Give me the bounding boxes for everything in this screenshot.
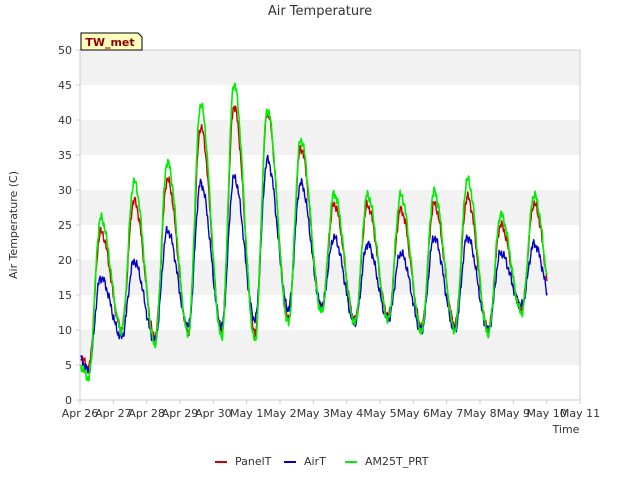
grid-band: [80, 365, 580, 400]
x-tick-label: May 5: [363, 407, 396, 420]
y-tick-label: 0: [65, 394, 72, 407]
grid-band: [80, 120, 580, 155]
x-tick-label: May 4: [330, 407, 363, 420]
site-badge: TW_met: [80, 32, 143, 51]
x-tick-label: Apr 29: [162, 407, 199, 420]
y-tick-label: 40: [58, 114, 72, 127]
grid-band: [80, 85, 580, 120]
chart-title: Air Temperature: [268, 4, 372, 19]
y-tick-label: 30: [58, 184, 72, 197]
site-badge-label: TW_met: [85, 36, 134, 49]
grid-band: [80, 330, 580, 365]
x-tick-label: May 6: [397, 407, 430, 420]
y-tick-label: 15: [58, 289, 72, 302]
legend-label: AM25T_PRT: [365, 455, 429, 468]
legend-label: AirT: [304, 455, 326, 468]
grid-band: [80, 260, 580, 295]
y-axis-label: Air Temperature (C): [7, 171, 20, 279]
y-tick-label: 25: [58, 219, 72, 232]
legend-label: PanelT: [235, 455, 272, 468]
y-tick-label: 50: [58, 44, 72, 57]
grid-band: [80, 295, 580, 330]
x-tick-label: Apr 27: [95, 407, 132, 420]
x-tick-label: May 10: [527, 407, 567, 420]
x-tick-label: May 9: [497, 407, 530, 420]
x-tick-label: May 3: [297, 407, 330, 420]
y-tick-label: 20: [58, 254, 72, 267]
x-tick-label: May 1: [230, 407, 263, 420]
y-axis-ticks: 0 5 10 15 20 25 30 35 40 45 50: [58, 44, 80, 407]
grid-band: [80, 50, 580, 85]
x-tick-label: Apr 30: [195, 407, 232, 420]
series-line-am25t_prt: [80, 82, 548, 382]
grid-band: [80, 155, 580, 190]
x-tick-label: May 11: [560, 407, 600, 420]
y-tick-label: 10: [58, 324, 72, 337]
x-tick-label: May 7: [430, 407, 463, 420]
x-axis-label: Time: [552, 423, 580, 436]
x-tick-label: May 8: [463, 407, 496, 420]
y-tick-label: 5: [65, 359, 72, 372]
x-tick-label: Apr 26: [62, 407, 99, 420]
legend: PanelT AirT AM25T_PRT: [215, 455, 429, 468]
x-tick-label: May 2: [263, 407, 296, 420]
series-lines: [80, 82, 548, 382]
y-tick-label: 45: [58, 79, 72, 92]
site-badge-box: [80, 32, 143, 51]
x-tick-label: Apr 28: [128, 407, 165, 420]
y-tick-label: 35: [58, 149, 72, 162]
series-line-airt: [80, 154, 548, 374]
